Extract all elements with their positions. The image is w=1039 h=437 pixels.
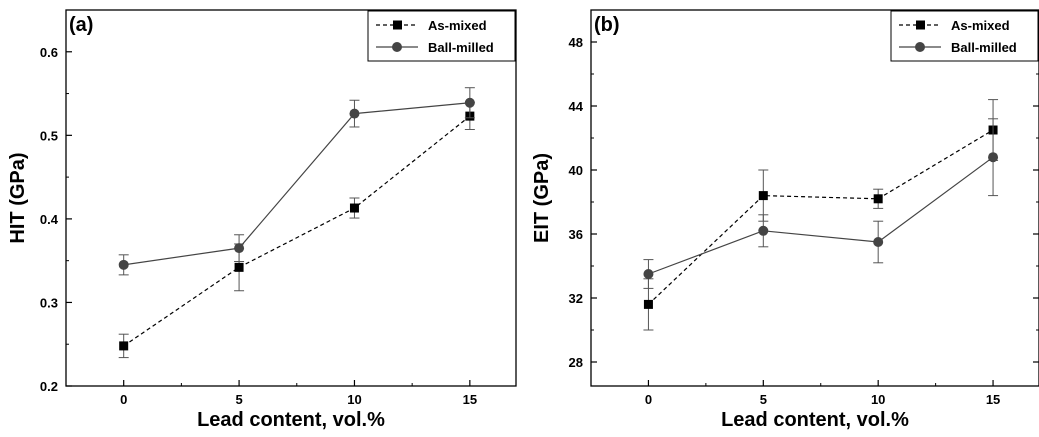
legend-label: Ball-milled [428, 40, 494, 55]
series-line [123, 115, 471, 347]
legend-item: As-mixed [899, 18, 1010, 33]
series-as-mixed [643, 99, 999, 331]
data-point [119, 341, 129, 351]
chart-panel-b: 0 5 10 15 28 32 36 40 44 48 Lead content, vol.% EIT… [531, 9, 1039, 431]
x-tick-label: 5 [760, 392, 767, 407]
legend-box [367, 10, 516, 62]
x-tick-label: 15 [986, 392, 1000, 407]
y-tick-label: 36 [569, 227, 583, 242]
legend-marker-circle [392, 42, 402, 52]
x-tick-label: 10 [347, 392, 361, 407]
series-line [123, 102, 470, 266]
data-point [234, 262, 244, 272]
y-tick-label: 0.6 [40, 45, 58, 60]
x-tick-label: 15 [463, 392, 477, 407]
x-tick-label: 10 [871, 392, 885, 407]
y-tick-label: 40 [569, 163, 583, 178]
plot-frame [65, 9, 517, 387]
legend-marker-square [916, 20, 925, 30]
legend: As-mixed Ball-milled [890, 10, 1039, 62]
series-ball-milled [643, 118, 999, 289]
data-point [643, 299, 653, 309]
x-axis-title: Lead content, vol.% [721, 409, 909, 431]
data-point [349, 203, 359, 213]
legend-box [890, 10, 1039, 62]
plot-frame [590, 9, 1039, 387]
legend-label: Ball-milled [951, 40, 1017, 55]
legend-item: Ball-milled [376, 40, 494, 55]
data-point [873, 194, 883, 204]
y-tick-label: 0.2 [40, 379, 58, 394]
data-point [349, 108, 360, 119]
data-point [988, 152, 999, 163]
legend-item: As-mixed [376, 18, 487, 33]
legend-marker-square [393, 20, 402, 30]
y-tick-label: 28 [569, 355, 583, 370]
legend: As-mixed Ball-milled [367, 10, 516, 62]
y-tick-label: 0.4 [40, 212, 59, 227]
legend-label: As-mixed [951, 18, 1010, 33]
y-tick-label: 48 [569, 35, 583, 50]
panel-label: (b) [594, 14, 620, 36]
series-as-mixed [118, 102, 475, 359]
y-tick-label: 32 [569, 291, 583, 306]
x-tick-label: 5 [235, 392, 242, 407]
y-tick-label: 44 [569, 99, 584, 114]
chart-panel-a: 0 5 10 15 0.2 0.3 0.4 0.5 0.6 Lead content, vol.%… [7, 9, 517, 431]
panel-label: (a) [69, 14, 93, 36]
legend-item: Ball-milled [899, 40, 1017, 55]
y-tick-label: 0.3 [40, 295, 58, 310]
y-tick-label: 0.5 [40, 128, 58, 143]
legend-marker-circle [915, 42, 925, 52]
series-line [648, 156, 994, 275]
series-line [648, 129, 994, 305]
x-tick-label: 0 [120, 392, 127, 407]
data-point [234, 243, 245, 254]
y-axis-title: HIT (GPa) [7, 152, 29, 243]
y-axis-title: EIT (GPa) [531, 153, 553, 243]
data-point [118, 259, 129, 270]
data-point [758, 191, 768, 201]
data-point [643, 269, 654, 279]
data-point [464, 97, 475, 108]
data-point [758, 225, 769, 236]
series-ball-milled [118, 87, 475, 276]
x-tick-label: 0 [645, 392, 652, 407]
x-axis-title: Lead content, vol.% [197, 409, 385, 431]
data-point [873, 237, 884, 247]
legend-label: As-mixed [428, 18, 487, 33]
